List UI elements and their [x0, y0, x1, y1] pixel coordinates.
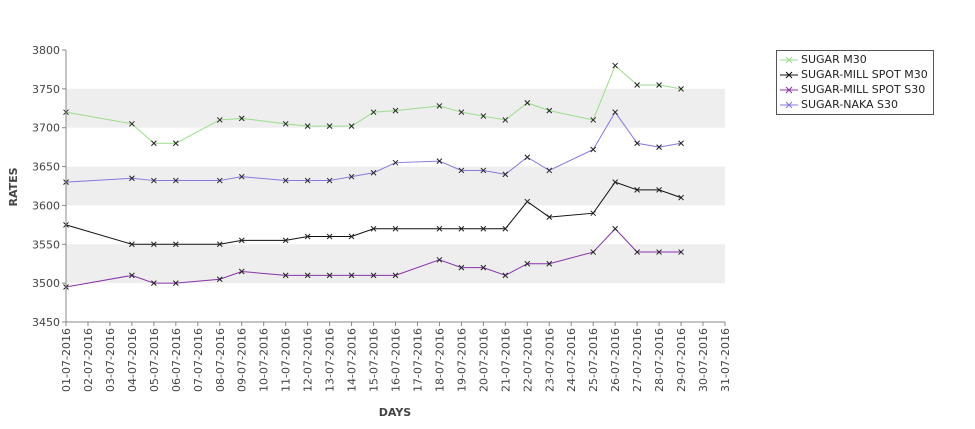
legend-item: SUGAR-MILL SPOT M30: [777, 67, 933, 82]
x-tick-label: 05-07-2016: [148, 328, 161, 392]
y-tick-label: 3750: [32, 83, 60, 96]
x-tick-label: 22-07-2016: [521, 328, 534, 392]
legend-label: SUGAR M30: [801, 53, 867, 66]
x-tick-label: 30-07-2016: [697, 328, 710, 392]
x-tick-label: 09-07-2016: [236, 328, 249, 392]
x-tick-label: 07-07-2016: [192, 328, 205, 392]
x-tick-label: 01-07-2016: [60, 328, 73, 392]
legend-label: SUGAR-NAKA S30: [801, 98, 898, 111]
x-tick-label: 24-07-2016: [565, 328, 578, 392]
x-tick-label: 02-07-2016: [82, 328, 95, 392]
grid-band: [66, 89, 725, 128]
legend-label: SUGAR-MILL SPOT M30: [801, 68, 928, 81]
y-axis-title: RATES: [7, 167, 20, 206]
legend-item: SUGAR-MILL SPOT S30: [777, 82, 933, 97]
x-tick-label: 18-07-2016: [433, 328, 446, 392]
y-tick-label: 3650: [32, 161, 60, 174]
grid-band: [66, 244, 725, 283]
x-axis-ticks: 01-07-2016 02-07-2016 03-07-2016 04-07-2016…: [60, 322, 732, 392]
x-tick-label: 29-07-2016: [675, 328, 688, 392]
y-tick-label: 3450: [32, 316, 60, 329]
x-tick-label: 25-07-2016: [587, 328, 600, 392]
x-tick-label: 03-07-2016: [104, 328, 117, 392]
x-tick-label: 12-07-2016: [302, 328, 315, 392]
x-tick-label: 10-07-2016: [258, 328, 271, 392]
y-tick-label: 3700: [32, 122, 60, 135]
y-tick-label: 3600: [32, 199, 60, 212]
chart-legend: SUGAR M30 SUGAR-MILL SPOT M30 SUGAR-MILL S…: [776, 50, 934, 115]
x-tick-label: 17-07-2016: [411, 328, 424, 392]
x-axis-title: DAYS: [379, 406, 412, 419]
x-tick-label: 04-07-2016: [126, 328, 139, 392]
x-tick-label: 19-07-2016: [455, 328, 468, 392]
x-tick-label: 14-07-2016: [346, 328, 359, 392]
y-axis-ticks: 3450 3500 3550 3600 3650 3700 3750 3800: [32, 44, 66, 329]
x-tick-label: 11-07-2016: [280, 328, 293, 392]
x-tick-label: 28-07-2016: [653, 328, 666, 392]
x-tick-label: 26-07-2016: [609, 328, 622, 392]
legend-marker-icon: [777, 70, 801, 80]
legend-marker-icon: [777, 85, 801, 95]
x-tick-label: 06-07-2016: [170, 328, 183, 392]
x-tick-label: 08-07-2016: [214, 328, 227, 392]
y-tick-label: 3550: [32, 238, 60, 251]
legend-marker-icon: [777, 55, 801, 65]
legend-item: SUGAR-NAKA S30: [777, 97, 933, 112]
x-tick-label: 27-07-2016: [631, 328, 644, 392]
legend-marker-icon: [777, 100, 801, 110]
x-tick-label: 20-07-2016: [477, 328, 490, 392]
x-tick-label: 13-07-2016: [324, 328, 337, 392]
x-tick-label: 23-07-2016: [543, 328, 556, 392]
y-tick-label: 3800: [32, 44, 60, 57]
x-tick-label: 16-07-2016: [390, 328, 403, 392]
x-tick-label: 15-07-2016: [368, 328, 381, 392]
legend-label: SUGAR-MILL SPOT S30: [801, 83, 925, 96]
y-tick-label: 3500: [32, 277, 60, 290]
legend-item: SUGAR M30: [777, 52, 933, 67]
x-tick-label: 21-07-2016: [499, 328, 512, 392]
x-tick-label: 31-07-2016: [719, 328, 732, 392]
